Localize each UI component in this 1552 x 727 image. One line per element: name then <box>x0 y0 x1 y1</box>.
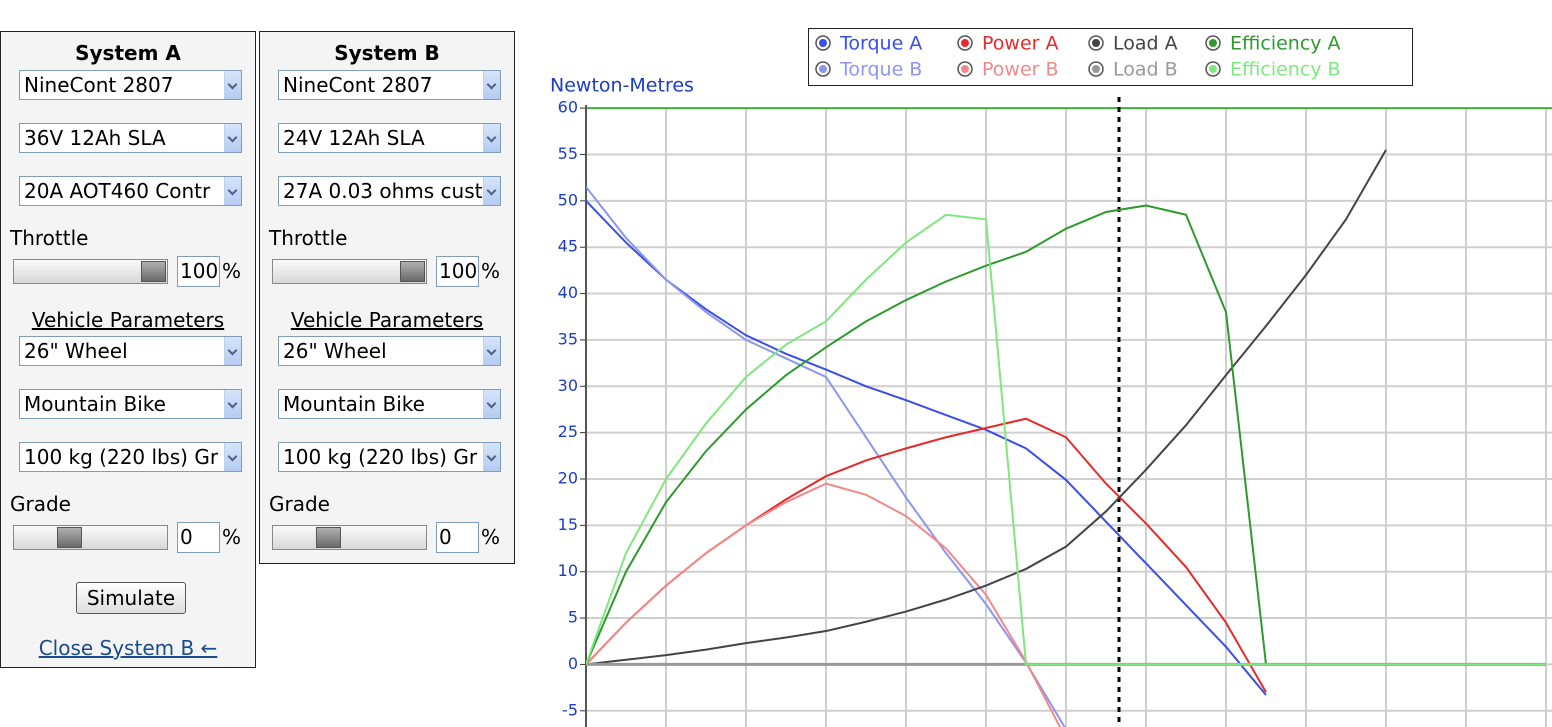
unit: % <box>222 259 242 283</box>
y-tick-label: -5 <box>562 700 578 719</box>
unit: % <box>222 525 242 549</box>
y-tick-label: 40 <box>558 283 578 302</box>
dropdown[interactable]: NineCont 2807 <box>278 70 501 100</box>
legend-label: Efficiency A <box>1230 33 1341 55</box>
dropdown[interactable]: NineCont 2807 <box>19 70 242 100</box>
legend-swatch <box>819 65 827 73</box>
label: Grade <box>10 492 71 516</box>
slider-thumb[interactable] <box>316 527 341 548</box>
legend-swatch <box>1209 39 1217 47</box>
dropdown-arrow[interactable] <box>483 177 500 205</box>
slider-thumb[interactable] <box>57 527 82 548</box>
dropdown-arrow[interactable] <box>224 443 241 471</box>
dropdown-arrow[interactable] <box>483 443 500 471</box>
dropdown-arrow[interactable] <box>483 71 500 99</box>
y-tick-label: 5 <box>568 608 578 627</box>
slider[interactable] <box>13 525 168 550</box>
slider[interactable] <box>272 259 427 284</box>
text-input[interactable]: 0 <box>177 522 220 553</box>
dropdown-arrow[interactable] <box>483 337 500 365</box>
dropdown-arrow[interactable] <box>224 390 241 418</box>
dropdown-arrow[interactable] <box>224 124 241 152</box>
text-input[interactable]: 100 <box>177 256 220 287</box>
y-tick-label: 15 <box>558 515 578 534</box>
dropdown[interactable]: 26" Wheel <box>278 336 501 366</box>
legend-box <box>808 28 1413 86</box>
y-tick-label: 50 <box>558 190 578 209</box>
legend-label: Torque B <box>839 59 922 81</box>
close-link[interactable]: Close System B ← <box>38 636 218 660</box>
dropdown-arrow[interactable] <box>224 177 241 205</box>
legend-swatch <box>961 39 969 47</box>
legend-swatch <box>1092 39 1100 47</box>
dropdown[interactable]: 27A 0.03 ohms cust <box>278 176 501 206</box>
dropdown[interactable]: 20A AOT460 Contr <box>19 176 242 206</box>
text-input[interactable]: 0 <box>436 522 479 553</box>
y-tick-label: 25 <box>558 422 578 441</box>
panel-title: System B <box>334 41 440 65</box>
label: Throttle <box>10 226 89 250</box>
series-line <box>586 482 1062 727</box>
dropdown-arrow[interactable] <box>483 390 500 418</box>
dropdown-arrow[interactable] <box>224 337 241 365</box>
dropdown[interactable]: 26" Wheel <box>19 336 242 366</box>
series-line <box>586 200 1267 696</box>
dropdown[interactable]: 36V 12Ah SLA <box>19 123 242 153</box>
series-line <box>586 186 1066 727</box>
section-heading: Vehicle Parameters <box>31 308 225 332</box>
slider[interactable] <box>272 525 427 550</box>
panel-title: System A <box>75 41 181 65</box>
legend-swatch <box>1209 65 1217 73</box>
label: Throttle <box>269 226 348 250</box>
y-tick-label: 30 <box>558 376 578 395</box>
y-axis-label: Newton-Metres <box>550 75 694 97</box>
section-heading: Vehicle Parameters <box>290 308 484 332</box>
simulate-button[interactable]: Simulate <box>76 582 186 614</box>
legend-swatch <box>1092 65 1100 73</box>
dropdown[interactable]: Mountain Bike <box>19 389 242 419</box>
dropdown[interactable]: 24V 12Ah SLA <box>278 123 501 153</box>
slider-thumb[interactable] <box>400 261 425 282</box>
y-tick-label: 10 <box>558 561 578 580</box>
dropdown[interactable]: 100 kg (220 lbs) Gr <box>19 442 242 472</box>
y-tick-label: 35 <box>558 329 578 348</box>
y-tick-label: 45 <box>558 237 578 256</box>
legend-label: Load B <box>1113 59 1178 81</box>
unit: % <box>481 525 501 549</box>
series-line <box>586 149 1387 666</box>
slider[interactable] <box>13 259 168 284</box>
unit: % <box>481 259 501 283</box>
y-tick-label: 20 <box>558 468 578 487</box>
dropdown-arrow[interactable] <box>483 124 500 152</box>
legend-label: Torque A <box>839 33 922 55</box>
plot-area <box>586 149 1546 727</box>
legend-label: Power B <box>982 59 1059 81</box>
dropdown-arrow[interactable] <box>224 71 241 99</box>
legend-label: Efficiency B <box>1230 59 1341 81</box>
legend-label: Power A <box>982 33 1058 55</box>
y-tick-label: 55 <box>558 144 578 163</box>
text-input[interactable]: 100 <box>436 256 479 287</box>
legend-label: Load A <box>1113 33 1178 55</box>
system-panel: System A NineCont 2807 36V 12Ah SLA 20A AOT… <box>0 31 256 668</box>
system-panel: System B NineCont 2807 24V 12Ah SLA 27A 0.0… <box>259 31 515 564</box>
legend-swatch <box>819 39 827 47</box>
y-tick-label: 60 <box>558 98 578 117</box>
label: Grade <box>269 492 330 516</box>
slider-thumb[interactable] <box>141 261 166 282</box>
legend-swatch <box>961 65 969 73</box>
dropdown[interactable]: Mountain Bike <box>278 389 501 419</box>
dropdown[interactable]: 100 kg (220 lbs) Gr <box>278 442 501 472</box>
y-tick-label: 0 <box>568 654 578 673</box>
series-line <box>586 213 1546 666</box>
